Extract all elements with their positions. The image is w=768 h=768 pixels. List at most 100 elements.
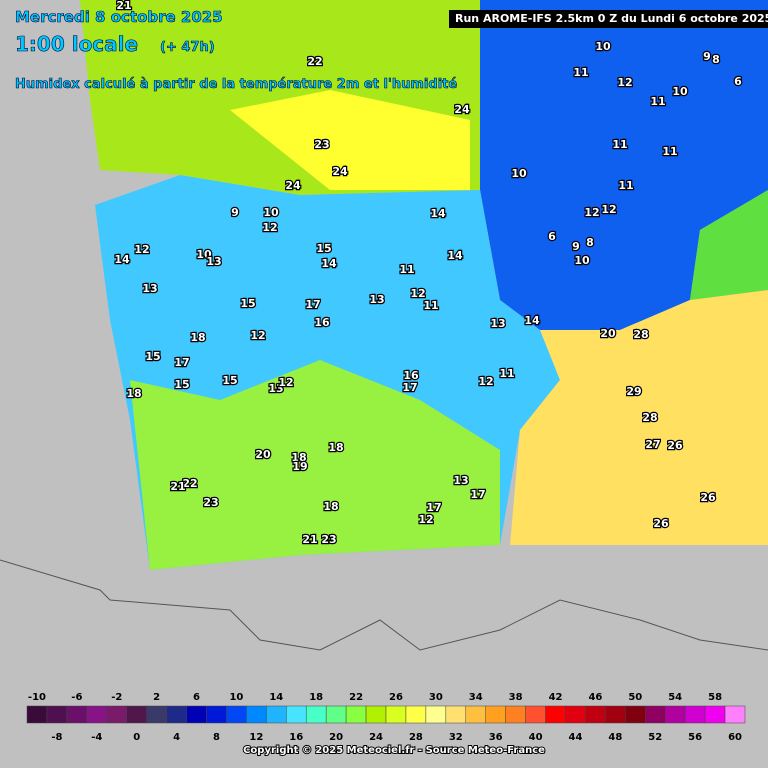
colorbar-label: 56 bbox=[688, 732, 702, 743]
contour-label: 13 bbox=[369, 293, 384, 306]
colorbar: -10-8-6-4-202468101214161820222426283032… bbox=[26, 692, 746, 743]
colorbar-swatch bbox=[385, 705, 407, 724]
contour-label: 13 bbox=[490, 317, 505, 330]
colorbar-label: -10 bbox=[28, 692, 46, 703]
contour-label: 13 bbox=[142, 282, 157, 295]
contour-label: 20 bbox=[600, 327, 616, 340]
contour-label: 13 bbox=[453, 474, 468, 487]
contour-label: 12 bbox=[584, 206, 599, 219]
colorbar-label: 36 bbox=[489, 732, 503, 743]
contour-label: 17 bbox=[174, 356, 189, 369]
colorbar-swatch bbox=[565, 705, 586, 724]
contour-label: 10 bbox=[511, 167, 527, 180]
contour-label: 17 bbox=[402, 381, 417, 394]
contour-label: 11 bbox=[399, 263, 414, 276]
contour-label: 10 bbox=[672, 85, 688, 98]
colorbar-label: -6 bbox=[71, 692, 82, 703]
contour-label: 21 bbox=[116, 0, 131, 12]
colorbar-swatch bbox=[325, 705, 347, 724]
contour-label: 6 bbox=[548, 230, 556, 243]
contour-label: 10 bbox=[574, 254, 590, 267]
contour-label: 14 bbox=[321, 257, 337, 270]
colorbar-label: 28 bbox=[409, 732, 423, 743]
colorbar-swatch bbox=[186, 705, 207, 724]
contour-label: 12 bbox=[478, 375, 493, 388]
time: 1:00 locale bbox=[15, 32, 138, 56]
colorbar-label: 48 bbox=[608, 732, 622, 743]
contour-label: 14 bbox=[447, 249, 463, 262]
colorbar-label: 20 bbox=[329, 732, 343, 743]
contour-label: 15 bbox=[145, 350, 160, 363]
contour-label: 12 bbox=[617, 76, 632, 89]
contour-label: 11 bbox=[499, 367, 514, 380]
colorbar-label: 12 bbox=[249, 732, 263, 743]
colorbar-label: 40 bbox=[529, 732, 543, 743]
colorbar-swatch bbox=[286, 705, 307, 724]
colorbar-swatch bbox=[26, 705, 48, 724]
contour-label: 17 bbox=[305, 298, 320, 311]
colorbar-swatch bbox=[645, 705, 666, 724]
contour-label: 12 bbox=[250, 329, 265, 342]
colorbar-label: 52 bbox=[648, 732, 662, 743]
date: Mercredi 8 octobre 2025 bbox=[15, 8, 223, 26]
contour-label: 26 bbox=[653, 517, 669, 530]
run-info: Run AROME-IFS 2.5km 0 Z du Lundi 6 octob… bbox=[455, 12, 768, 25]
contour-label: 18 bbox=[126, 387, 141, 400]
contour-label: 24 bbox=[285, 179, 301, 192]
colorbar-label: 46 bbox=[588, 692, 602, 703]
colorbar-label: 0 bbox=[133, 732, 140, 743]
contour-label: 20 bbox=[255, 448, 271, 461]
contour-label: 14 bbox=[114, 253, 130, 266]
run-box bbox=[449, 10, 768, 28]
contour-label: 14 bbox=[430, 207, 446, 220]
colorbar-label: 16 bbox=[289, 732, 303, 743]
lead-time: (+ 47h) bbox=[160, 40, 215, 55]
contour-label: 19 bbox=[292, 460, 307, 473]
contour-label: 18 bbox=[291, 451, 306, 464]
contour-label: 12 bbox=[134, 243, 149, 256]
colorbar-label: 22 bbox=[349, 692, 363, 703]
colorbar-label: 6 bbox=[193, 692, 200, 703]
colorbar-label: 4 bbox=[173, 732, 180, 743]
contour-label: 9 bbox=[231, 206, 239, 219]
colorbar-swatch bbox=[106, 705, 127, 724]
contour-label: 21 bbox=[302, 533, 317, 546]
contour-label: 27 bbox=[645, 438, 660, 451]
contour-label: 18 bbox=[328, 441, 343, 454]
contour-label: 21 bbox=[170, 480, 185, 493]
colorbar-swatch bbox=[305, 705, 327, 724]
colorbar-label: 38 bbox=[509, 692, 523, 703]
contour-label: 22 bbox=[182, 477, 197, 490]
contour-label: 23 bbox=[314, 138, 329, 151]
colorbar-swatch bbox=[226, 705, 247, 724]
colorbar-swatch bbox=[46, 705, 68, 724]
colorbar-swatch bbox=[266, 705, 287, 724]
description: Humidex calculé à partir de la températu… bbox=[15, 77, 457, 92]
colorbar-label: 10 bbox=[229, 692, 243, 703]
contour-label: 13 bbox=[268, 382, 283, 395]
contour-label: 18 bbox=[323, 500, 338, 513]
colorbar-swatch bbox=[66, 705, 88, 724]
contour-label: 10 bbox=[196, 248, 212, 261]
contour-label: 15 bbox=[222, 374, 237, 387]
colorbar-swatch bbox=[405, 705, 427, 724]
contour-label: 8 bbox=[586, 236, 594, 249]
colorbar-label: 60 bbox=[728, 732, 742, 743]
contour-label: 15 bbox=[174, 378, 189, 391]
colorbar-label: -8 bbox=[51, 732, 62, 743]
mild-zone-east bbox=[690, 190, 768, 300]
contour-label: 6 bbox=[734, 75, 742, 88]
colorbar-swatch bbox=[545, 705, 566, 724]
contour-label: 12 bbox=[410, 287, 425, 300]
contour-label: 15 bbox=[240, 297, 255, 310]
contour-label: 11 bbox=[573, 66, 588, 79]
contour-label: 16 bbox=[403, 369, 419, 382]
contour-label: 18 bbox=[190, 331, 205, 344]
contour-label: 11 bbox=[618, 179, 633, 192]
colorbar-label: 2 bbox=[153, 692, 160, 703]
colorbar-label: -2 bbox=[111, 692, 122, 703]
colorbar-swatch bbox=[445, 705, 467, 724]
warm-zone-north bbox=[230, 90, 470, 190]
